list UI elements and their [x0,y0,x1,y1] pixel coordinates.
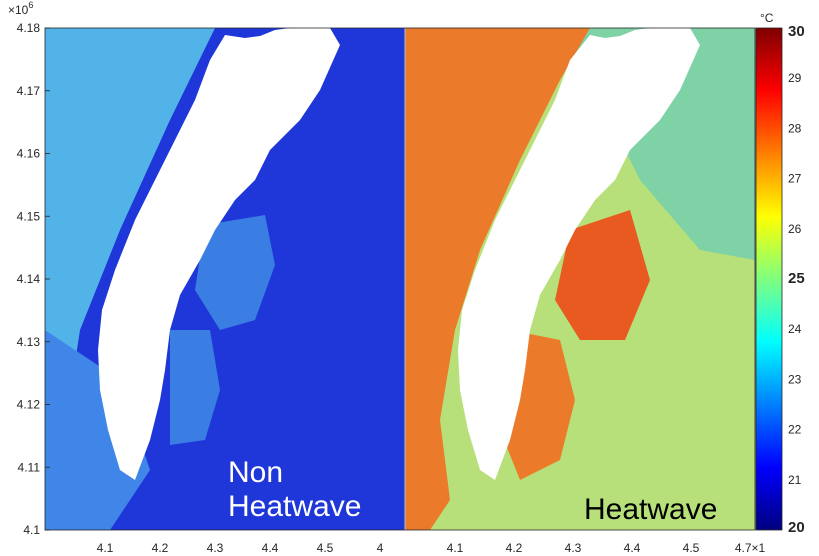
panel-non-heatwave [45,28,405,530]
colorbar-tick-label: 23 [788,372,802,386]
coastal-region [405,28,590,530]
x-tick-label: 4.4 [262,541,279,555]
panel-label-non-heatwave: Non Heatwave [228,456,361,523]
offshore-region [45,28,215,470]
x-tick-label: 4.3 [565,541,582,555]
x-tick-label: 4.2 [152,541,169,555]
colorbar-tick-label: 22 [788,423,802,437]
colorbar-tick-label: 21 [788,473,802,487]
colorbar-tick-label: 26 [788,222,802,236]
y-axis: 4.18 4.17 4.16 4.15 4.14 4.13 4.12 4.11 4.1 [17,21,50,537]
y-tick-label: 4.17 [17,84,41,98]
panel-label-heatwave: Heatwave [584,493,717,526]
x-tick-label: 4.5 [683,541,700,555]
panel-label-line: Heatwave [228,490,361,523]
panel-heatwave [405,28,755,530]
x-tick-label: 4 [377,541,384,555]
bay-region-south [170,330,220,445]
colorbar-tick-label: 30 [788,23,805,40]
x-tick-label: 4.4 [624,541,641,555]
land-mask [458,28,700,480]
y-tick-label: 4.12 [17,398,41,412]
colorbar-tick-label: 24 [788,322,802,336]
land-mask [98,28,340,480]
colorbar-unit: °C [760,11,774,25]
y-tick-label: 4.11 [18,460,41,474]
colorbar-ticks: 30 29 28 27 26 25 24 23 22 21 20 [788,23,805,536]
x-tick-label: 4.5 [317,541,334,555]
y-tick-label: 4.16 [17,147,41,161]
sea-gradient [45,28,275,530]
y-tick-label: 4.14 [17,272,41,286]
colorbar-tick-label: 27 [788,172,802,186]
x-tick-label: 4.7×1 [735,541,766,555]
y-axis-exponent: ×106 [8,0,33,17]
y-tick-label: 4.18 [17,21,41,35]
y-exponent-base: ×10 [8,3,29,17]
x-tick-label: 4.1 [97,541,114,555]
panel-label-line: Non [228,456,283,489]
bay-region [195,215,275,330]
colorbar: °C 30 29 28 27 26 25 24 23 22 21 20 [755,11,805,536]
x-tick-label: 4.1 [447,541,464,555]
y-exponent-power: 6 [28,0,33,10]
bay-region [555,210,650,340]
colorbar-tick-label: 29 [788,71,802,85]
x-tick-label: 4.3 [207,541,224,555]
y-tick-label: 4.13 [17,335,41,349]
colorbar-tick-label: 25 [788,270,805,287]
x-tick-label: 4.2 [506,541,523,555]
coastal-region [45,330,150,530]
y-tick-label: 4.1 [23,523,40,537]
x-axis: 4.1 4.2 4.3 4.4 4.5 4 4.1 4.2 4.3 4.4 4.5 4.7×1 [97,541,766,555]
colorbar-tick-label: 28 [788,121,802,135]
colorbar-tick-label: 20 [788,519,805,536]
y-tick-label: 4.15 [17,209,41,223]
colorbar-fill [755,27,783,531]
